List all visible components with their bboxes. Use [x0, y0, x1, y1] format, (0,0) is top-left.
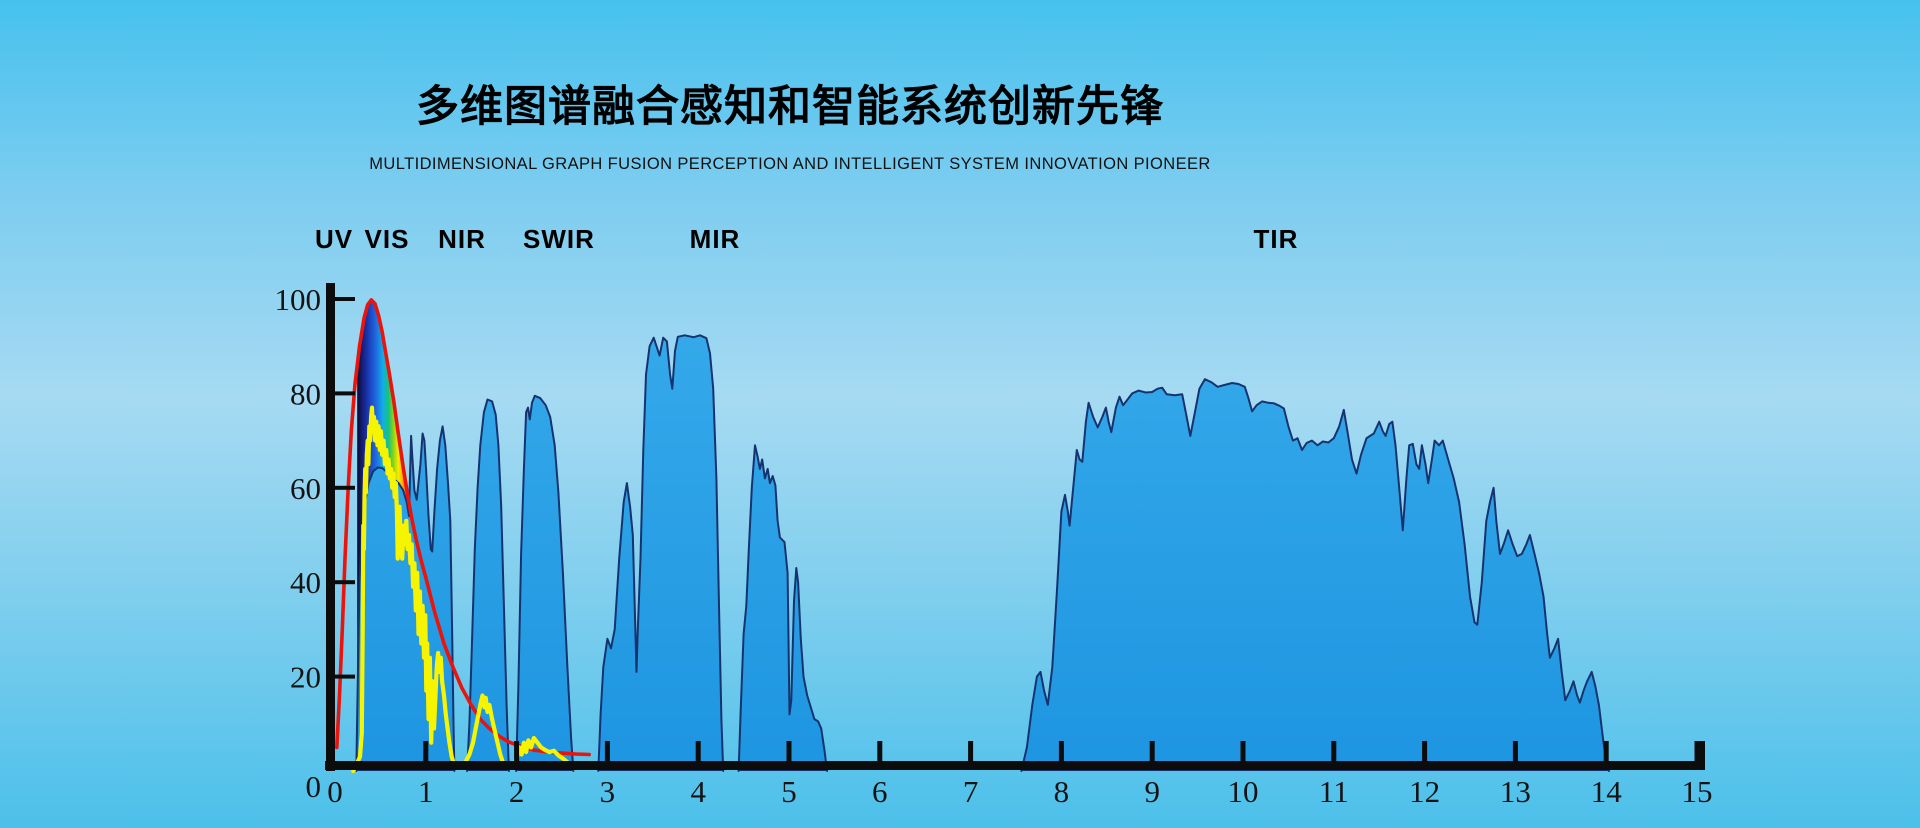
x-tick-label: 11	[1319, 774, 1349, 809]
x-tick-label: 14	[1591, 774, 1623, 809]
y-tick	[334, 485, 355, 490]
page-subtitle: MULTIDIMENSIONAL GRAPH FUSION PERCEPTION…	[369, 155, 1211, 173]
y-tick-label: 40	[290, 565, 321, 600]
mir-window-4.8	[737, 444, 829, 772]
x-tick	[514, 741, 520, 762]
axes	[325, 283, 1705, 771]
y-tick-label: 20	[290, 660, 321, 695]
x-axis-line	[325, 761, 1705, 770]
y-axis-line	[326, 283, 335, 771]
x-tick	[877, 741, 883, 762]
x-tick-label: 10	[1228, 774, 1259, 809]
x-tick	[695, 741, 701, 762]
x-tick	[1512, 741, 1518, 762]
x-tick-label: 6	[872, 774, 888, 809]
x-tick	[1058, 741, 1064, 762]
y-tick-label: 100	[275, 282, 322, 317]
x-tick-label: 0	[327, 774, 343, 809]
x-tick-label: 15	[1682, 774, 1713, 809]
swir-window-2.2	[515, 394, 575, 772]
x-tick-label: 1	[418, 774, 434, 809]
x-tick	[604, 741, 610, 762]
band-label-uv: UV	[314, 224, 354, 254]
x-tick	[1240, 741, 1246, 762]
y-tick	[334, 297, 355, 301]
x-tick	[1149, 741, 1155, 762]
tir-window-8-14	[1020, 378, 1610, 772]
solar-irradiance-envelope-curve	[335, 298, 591, 757]
band-label-vis: VIS	[364, 224, 410, 254]
x-tick	[1603, 741, 1609, 762]
swir-window-1.6	[466, 398, 510, 772]
x-tick	[1694, 741, 1700, 762]
x-tick	[423, 741, 429, 762]
x-tick	[968, 741, 974, 762]
y-tick-label: 60	[290, 471, 321, 506]
x-axis-end-tick	[1696, 741, 1705, 766]
x-tick	[786, 741, 792, 762]
x-tick-label: 5	[781, 774, 797, 809]
x-tick-label: 2	[509, 774, 525, 809]
band-label-swir: SWIR	[523, 224, 595, 254]
x-tick	[1422, 741, 1428, 762]
x-tick-label: 8	[1054, 774, 1070, 809]
x-tick-label: 7	[963, 774, 979, 809]
x-tick	[1331, 741, 1337, 762]
band-label-mir: MIR	[689, 224, 741, 254]
x-tick-label: 12	[1409, 774, 1440, 809]
x-tick-label: 3	[600, 774, 616, 809]
x-tick-label: 4	[690, 774, 706, 809]
band-label-nir: NIR	[438, 224, 486, 254]
page-title: 多维图谱融合感知和智能系统创新先锋	[416, 83, 1164, 131]
y-tick	[334, 580, 355, 585]
y-tick	[334, 391, 355, 396]
y-tick	[334, 674, 355, 679]
x-tick-label: 9	[1144, 774, 1160, 809]
band-label-tir: TIR	[1253, 224, 1299, 254]
mir-window-3.8	[597, 334, 725, 772]
y-tick-label: 0	[306, 769, 322, 804]
x-tick-label: 13	[1500, 774, 1531, 809]
y-tick-label: 80	[290, 376, 321, 411]
